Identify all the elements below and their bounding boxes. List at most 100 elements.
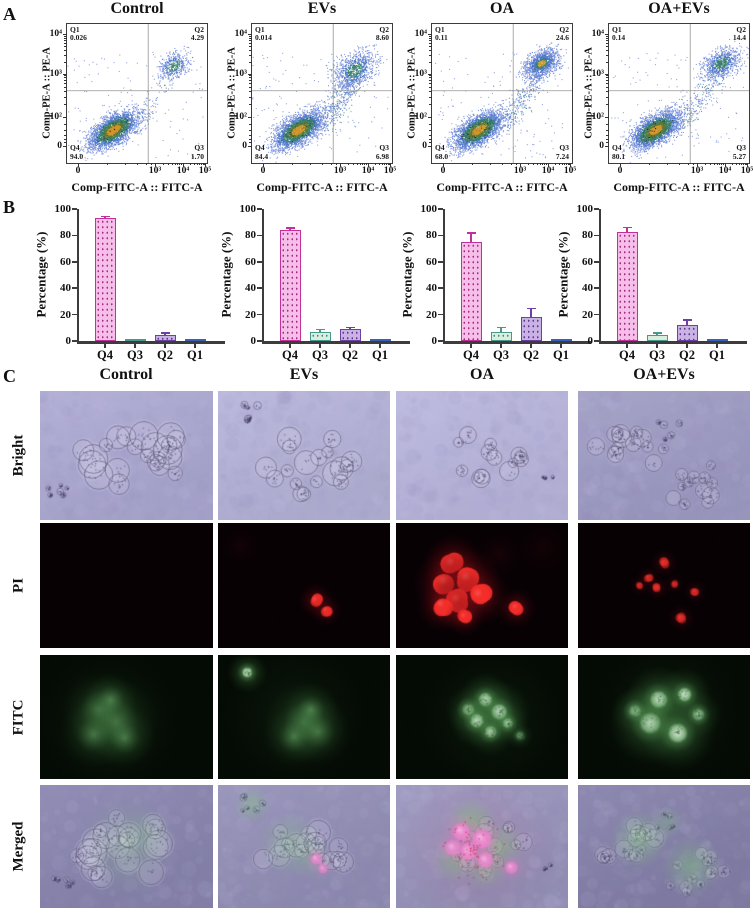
bar-category-label: Q2 xyxy=(157,348,173,362)
quadrant-value: 8.60 xyxy=(375,33,389,43)
flow-scatter-canvas xyxy=(609,24,749,163)
axis-minor-tick xyxy=(64,142,67,143)
axis-minor-tick xyxy=(429,104,432,105)
bar-y-tick: 40 xyxy=(426,282,437,295)
axis-minor-tick xyxy=(429,36,432,37)
axis-tick xyxy=(368,163,369,167)
axis-minor-tick xyxy=(64,38,67,39)
axis-minor-tick xyxy=(710,163,711,165)
quadrant-value: 4.29 xyxy=(190,33,204,43)
error-bar xyxy=(104,217,106,219)
quadrant-value: 0.026 xyxy=(70,33,87,43)
bar-chart-control: Percentage (%) 0 20 40 60 80 100 Q4 Q3 Q… xyxy=(34,203,229,362)
axis-tick xyxy=(594,287,599,289)
axis-minor-tick xyxy=(382,163,383,165)
quadrant-value: 6.98 xyxy=(375,151,389,161)
axis-minor-tick xyxy=(606,46,609,47)
axis-minor-tick xyxy=(336,163,337,165)
axis-minor-tick xyxy=(472,163,473,165)
axis-tick xyxy=(289,343,291,348)
axis-tick xyxy=(72,261,77,263)
quadrant-label: Q1 xyxy=(435,25,445,34)
bar-q4 xyxy=(460,242,482,341)
axis-minor-tick xyxy=(179,163,180,165)
bar-category-label: Q1 xyxy=(187,348,203,362)
quadrant-q2-stat: Q2 14.4 xyxy=(733,25,746,43)
axis-minor-tick xyxy=(429,80,432,81)
axis-minor-tick xyxy=(194,163,195,165)
flow-y-tick: 0 xyxy=(242,141,247,151)
flow-plot-title: OA xyxy=(490,0,514,17)
axis-tick xyxy=(560,343,562,348)
micro-row-label-fitc: FITC xyxy=(10,699,27,736)
axis-minor-tick xyxy=(172,163,173,165)
error-bar-cap xyxy=(466,232,476,235)
flow-x-tick: 10⁵ xyxy=(740,166,753,176)
axis-minor-tick xyxy=(190,163,191,165)
quadrant-value: 1.70 xyxy=(190,151,204,161)
flow-x-tick: 10⁵ xyxy=(383,166,397,176)
micrograph-pi-evs xyxy=(218,523,390,648)
bar-y-tick: 20 xyxy=(582,308,593,321)
axis-minor-tick xyxy=(606,124,609,125)
axis-minor-tick xyxy=(64,104,67,105)
bar-q1 xyxy=(706,339,728,342)
flow-y-tick: 0 xyxy=(422,141,427,151)
quadrant-q1-stat: Q1 0.11 xyxy=(435,25,448,43)
axis-tick xyxy=(194,343,196,348)
bar-q1 xyxy=(550,339,572,342)
panel-b-label: B xyxy=(3,197,16,217)
axis-minor-tick xyxy=(249,124,252,125)
flow-scatter-canvas xyxy=(67,24,207,163)
bar-q3 xyxy=(490,332,512,341)
axis-minor-tick xyxy=(249,130,252,131)
quadrant-q4-stat: Q4 80.1 xyxy=(612,143,625,161)
flow-plot-title: Control xyxy=(110,0,164,17)
flow-x-tick: 10⁴ xyxy=(361,166,375,176)
axis-minor-tick xyxy=(606,83,609,84)
flow-x-tick: 0 xyxy=(75,166,81,176)
axis-tick xyxy=(319,343,321,348)
axis-tick xyxy=(248,74,252,75)
bar-y-tick: 60 xyxy=(60,255,71,268)
axis-minor-tick xyxy=(204,163,205,165)
micro-col-header-oa-evs: OA+EVs xyxy=(633,366,695,383)
axis-minor-tick xyxy=(606,36,609,37)
quadrant-value: 0.014 xyxy=(255,33,272,43)
flow-y-tick: 10³ xyxy=(49,69,62,79)
bar-category-label: Q2 xyxy=(342,348,358,362)
quadrant-label: Q2 xyxy=(736,25,746,34)
quadrant-q3-stat: Q3 7.24 xyxy=(556,143,569,161)
axis-tick xyxy=(725,163,726,167)
axis-tick xyxy=(72,313,77,316)
axis-minor-tick xyxy=(739,163,740,165)
axis-minor-tick xyxy=(249,50,252,51)
axis-tick xyxy=(63,34,67,35)
axis-minor-tick xyxy=(362,163,363,165)
error-bar xyxy=(686,320,688,326)
axis-minor-tick xyxy=(429,130,432,131)
quadrant-label: Q1 xyxy=(255,25,265,34)
axis-minor-tick xyxy=(429,87,432,88)
axis-tick xyxy=(72,287,77,289)
axis-tick xyxy=(104,343,106,348)
bar-y-axis-label: Percentage (%) xyxy=(218,231,234,318)
axis-minor-tick xyxy=(606,43,609,44)
axis-tick xyxy=(605,34,609,35)
axis-minor-tick xyxy=(197,163,198,165)
bar-q3 xyxy=(646,335,668,341)
bar-y-tick: 40 xyxy=(245,282,256,295)
axis-minor-tick xyxy=(606,77,609,78)
bar-category-label: Q1 xyxy=(709,348,725,362)
bar-y-axis-line xyxy=(599,209,601,343)
quadrant-label: Q3 xyxy=(559,143,569,153)
axis-minor-tick xyxy=(606,62,609,63)
axis-minor-tick xyxy=(429,46,432,47)
bar-y-tick: 20 xyxy=(60,308,71,321)
bar-y-tick: 0 xyxy=(65,335,72,347)
axis-tick xyxy=(379,343,381,348)
bar-q2 xyxy=(154,334,176,341)
micrograph-fitc-oa-evs xyxy=(578,655,750,779)
flow-y-tick: 10² xyxy=(591,112,604,122)
